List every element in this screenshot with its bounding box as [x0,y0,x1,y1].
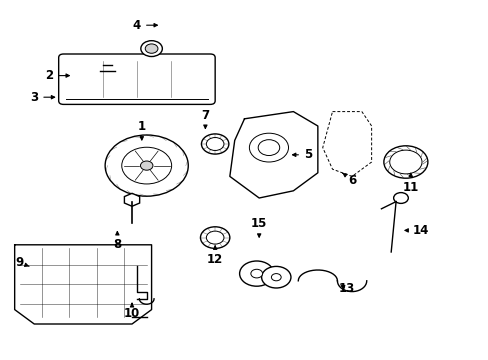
Circle shape [206,138,224,150]
Circle shape [249,133,288,162]
Text: 13: 13 [338,282,355,294]
Circle shape [140,161,153,170]
Circle shape [141,41,162,57]
Circle shape [200,227,229,248]
Polygon shape [15,245,151,324]
Text: 9: 9 [16,256,29,269]
Text: 5: 5 [292,148,311,161]
Text: 3: 3 [30,91,55,104]
FancyBboxPatch shape [59,54,215,104]
Circle shape [261,266,290,288]
Polygon shape [229,112,317,198]
Text: 1: 1 [138,120,145,140]
Circle shape [201,134,228,154]
Text: 10: 10 [123,303,140,320]
Circle shape [250,269,262,278]
Text: 8: 8 [113,231,121,251]
Text: 15: 15 [250,217,267,237]
Polygon shape [124,193,140,206]
Text: 12: 12 [206,246,223,266]
Circle shape [258,140,279,156]
Circle shape [122,147,171,184]
Circle shape [389,150,421,174]
Text: 6: 6 [342,173,355,186]
Text: 14: 14 [404,224,428,237]
Text: 2: 2 [45,69,69,82]
Text: 7: 7 [201,109,209,129]
Text: 11: 11 [402,173,418,194]
Circle shape [145,44,158,53]
Text: 4: 4 [133,19,157,32]
Circle shape [271,274,281,281]
Circle shape [105,135,188,196]
Circle shape [383,146,427,178]
Circle shape [393,193,407,203]
Circle shape [206,231,224,244]
Circle shape [239,261,273,286]
